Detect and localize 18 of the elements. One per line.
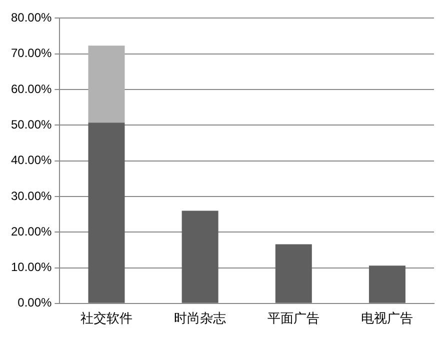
bar [88,46,125,123]
bar [182,210,218,303]
y-tick-label: 80.00% [10,10,52,25]
x-tick-label: 社交软件 [80,310,132,327]
y-tick-label: 20.00% [10,224,52,238]
y-tick-label: 60.00% [10,82,52,96]
y-tick-label: 70.00% [10,46,52,60]
bar [275,244,312,303]
y-tick-label: 0.00% [18,296,52,310]
x-tick-label: 时尚杂志 [174,312,226,327]
x-tick-label: 电视广告 [361,312,414,327]
bar [368,266,406,303]
x-tick-label: 平面广告 [268,312,320,327]
y-tick-label: 30.00% [10,188,52,203]
y-tick-label: 50.00% [10,117,52,132]
bar [88,122,125,303]
y-tick-label: 40.00% [10,153,52,168]
y-tick-label: 10.00% [10,260,52,274]
